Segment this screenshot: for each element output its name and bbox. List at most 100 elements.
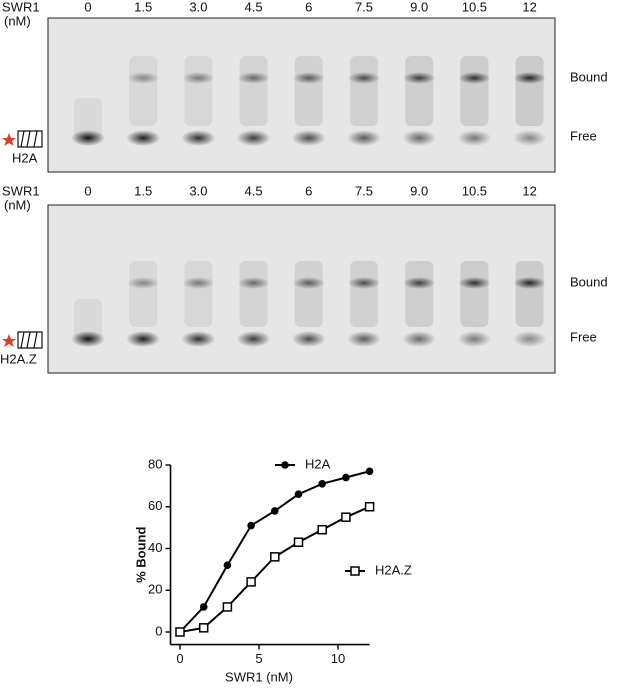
legend-marker [350, 566, 360, 576]
star-icon [2, 133, 16, 146]
smear [239, 261, 268, 327]
free-band [126, 331, 161, 347]
x-tick-label: 0 [176, 651, 183, 666]
lane-label: 6 [305, 183, 312, 198]
lane-label: 1.5 [134, 183, 152, 198]
bound-band [348, 277, 380, 289]
bound-band [127, 72, 160, 84]
data-point [175, 627, 185, 637]
substrate-label: H2A.Z [0, 351, 37, 366]
bound-label: Bound [570, 274, 608, 289]
legend-label: H2A [305, 456, 331, 471]
free-band [512, 331, 547, 347]
data-point [246, 577, 256, 587]
free-band [402, 331, 437, 347]
data-point [318, 479, 327, 488]
lane-label: 10.5 [462, 183, 487, 198]
smear [184, 56, 213, 126]
data-point [317, 524, 327, 535]
data-point [364, 502, 375, 512]
data-point [294, 490, 303, 499]
free-band [126, 130, 161, 146]
bound-band [403, 277, 436, 289]
x-axis-title: SWR1 (nM) [225, 669, 293, 684]
series-line [179, 470, 370, 633]
free-label: Free [570, 128, 597, 143]
header-unit: (nM) [4, 197, 31, 212]
lane-label: 1.5 [134, 0, 152, 14]
nucleosome-icon [17, 331, 43, 349]
bound-band [292, 277, 325, 289]
data-point [223, 561, 232, 569]
lane-label: 10.5 [462, 0, 487, 14]
free-label: Free [570, 329, 597, 344]
lane-label: 6 [305, 0, 312, 14]
smear [129, 261, 158, 327]
data-point [198, 623, 209, 633]
smear [129, 56, 158, 126]
free-band [71, 331, 105, 347]
bound-band [292, 72, 325, 84]
x-tick-label: 5 [255, 651, 262, 666]
data-point [247, 521, 255, 530]
bound-band [513, 72, 546, 84]
bound-band [182, 277, 215, 289]
data-point [341, 512, 351, 522]
free-band [291, 130, 326, 146]
bound-band [182, 72, 215, 84]
bound-band [348, 72, 380, 84]
lane-label: 7.5 [355, 183, 373, 198]
free-band [512, 130, 547, 146]
y-tick-label: 40 [148, 540, 162, 555]
free-band [181, 130, 216, 146]
data-point [199, 603, 208, 611]
lane-label: 4.5 [245, 0, 263, 14]
y-tick-label: 60 [148, 498, 162, 513]
data-point [342, 473, 350, 482]
series-line [179, 505, 371, 633]
free-band [347, 331, 381, 347]
free-band [402, 130, 437, 146]
smear [460, 56, 489, 126]
legend-marker [281, 461, 289, 469]
free-band [71, 130, 105, 146]
substrate-label: H2A [12, 150, 38, 165]
header-label: SWR1 [2, 183, 40, 198]
y-tick-label: 80 [148, 456, 162, 471]
smear [294, 56, 323, 126]
smear [405, 261, 434, 327]
smear [460, 261, 489, 327]
smear [350, 56, 378, 126]
lane-label: 0 [84, 183, 91, 198]
y-axis-title: % Bound [133, 527, 148, 583]
data-point [365, 467, 374, 476]
y-tick-label: 20 [148, 582, 162, 597]
bound-band [237, 72, 270, 84]
gel [47, 17, 556, 173]
free-band [236, 130, 271, 146]
bound-band [237, 277, 270, 289]
lane-label: 3.0 [189, 183, 207, 198]
lane-label: 0 [84, 0, 91, 14]
header-label: SWR1 [2, 0, 40, 14]
bound-band [403, 72, 436, 84]
bound-band [458, 277, 491, 289]
nucleosome-icon [17, 130, 43, 148]
lane-label: 12 [522, 183, 536, 198]
smear [294, 261, 323, 327]
lane-label: 9.0 [410, 183, 428, 198]
free-band [181, 331, 216, 347]
smear [184, 261, 213, 327]
lane-label: 9.0 [410, 0, 428, 14]
smear [239, 56, 268, 126]
free-band [291, 331, 326, 347]
lane-label: 4.5 [245, 183, 263, 198]
bound-band [513, 277, 546, 289]
star-icon [2, 334, 16, 347]
bound-label: Bound [570, 69, 608, 84]
lane-label: 12 [522, 0, 536, 14]
legend-label: H2A.Z [375, 562, 412, 577]
smear [74, 98, 102, 138]
x-tick-label: 10 [331, 651, 345, 666]
